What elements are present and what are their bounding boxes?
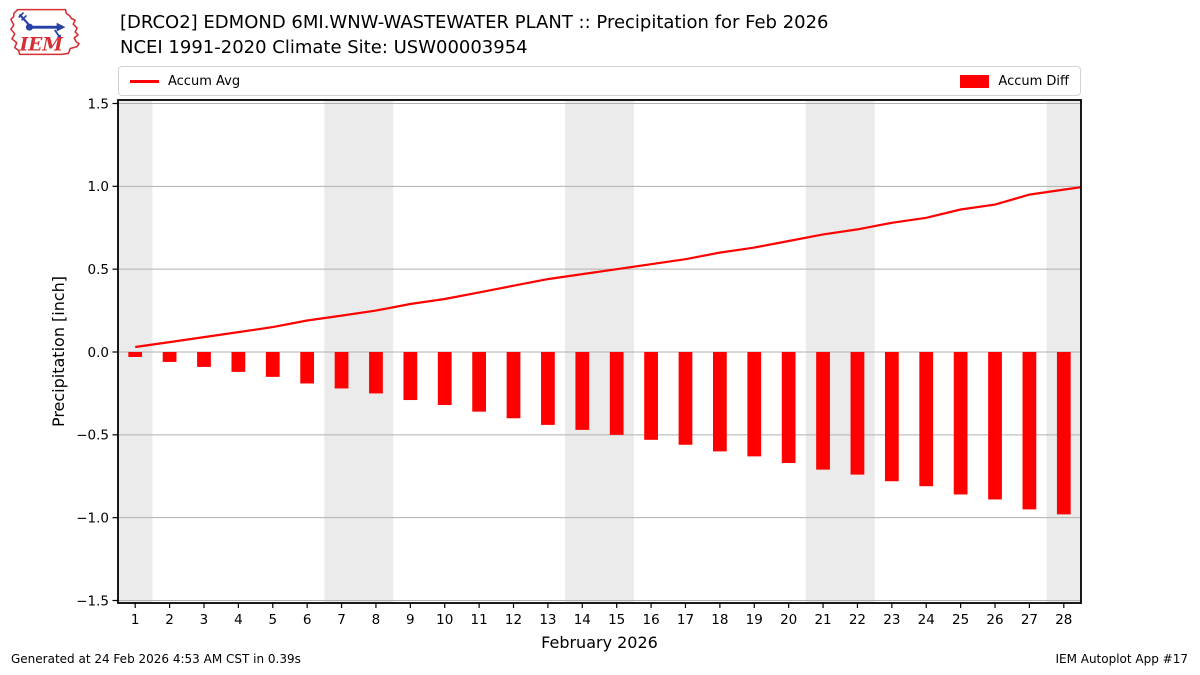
iem-logo-text: IEM (19, 35, 64, 56)
x-tick-label: 3 (200, 612, 209, 628)
x-tick-label: 11 (471, 612, 488, 628)
weathervane-icon (18, 11, 66, 40)
x-tick-label: 20 (780, 612, 797, 628)
accum-diff-bar (231, 352, 246, 372)
accum-diff-bar (541, 352, 555, 425)
y-tick-label: −0.5 (76, 428, 109, 444)
accum-diff-bar (128, 352, 143, 357)
x-tick-label: 12 (505, 612, 522, 628)
accum-diff-bar (506, 352, 521, 419)
accum-diff-bar (300, 352, 315, 384)
accum-diff-bar (884, 352, 899, 482)
y-axis-label: Precipitation [inch] (49, 276, 68, 427)
accum-diff-bar (712, 352, 727, 452)
y-tick-label: 0.5 (88, 262, 109, 278)
accum-diff-bar (816, 352, 830, 470)
x-tick-label: 6 (303, 612, 312, 628)
x-tick-label: 25 (952, 612, 969, 628)
x-tick-label: 1 (131, 612, 140, 628)
x-tick-label: 27 (1021, 612, 1038, 628)
accum-avg-label: Accum Avg (168, 73, 241, 89)
x-tick-label: 16 (642, 612, 659, 628)
x-tick-label: 9 (406, 612, 415, 628)
y-tick-label: 0.0 (88, 345, 109, 361)
accum-diff-bar (162, 352, 177, 362)
x-tick-label: 15 (608, 612, 625, 628)
accum-diff-bar (919, 352, 934, 487)
x-tick-label: 19 (746, 612, 763, 628)
accum-diff-bar (1056, 352, 1071, 515)
accum-diff-bar (953, 352, 968, 495)
x-axis-label: February 2026 (541, 633, 658, 652)
accum-diff-bar (678, 352, 693, 445)
app-credit: IEM Autoplot App #17 (1055, 652, 1188, 666)
x-tick-label: 28 (1055, 612, 1072, 628)
accum-diff-bar (609, 352, 624, 435)
accum-diff-bar (1022, 352, 1037, 510)
iowa-outline (10, 8, 80, 56)
x-tick-label: 5 (268, 612, 277, 628)
chart-title: [DRCO2] EDMOND 6MI.WNW-WASTEWATER PLANT … (120, 12, 829, 33)
accum-diff-bar (369, 352, 383, 394)
accum-diff-bar (334, 352, 349, 389)
accum-diff-bar (988, 352, 1002, 500)
accum-diff-bar (575, 352, 590, 430)
legend-item-accum-avg: Accum Avg (130, 74, 240, 89)
accum-diff-bar (197, 352, 211, 367)
y-tick-label: 1.0 (88, 179, 109, 195)
x-tick-label: 17 (677, 612, 694, 628)
accum-avg-line-swatch (130, 79, 159, 83)
y-tick-label: 1.5 (88, 96, 109, 112)
x-tick-label: 4 (234, 612, 243, 628)
x-tick-label: 21 (814, 612, 831, 628)
x-tick-label: 8 (372, 612, 381, 628)
legend: Accum Avg Accum Diff (118, 66, 1081, 96)
generated-timestamp: Generated at 24 Feb 2026 4:53 AM CST in … (11, 652, 301, 666)
x-tick-label: 18 (711, 612, 728, 628)
y-tick-label: −1.0 (76, 510, 109, 526)
accum-diff-bar (850, 352, 865, 475)
x-tick-label: 2 (165, 612, 174, 628)
x-tick-label: 10 (436, 612, 453, 628)
y-tick-label: −1.5 (76, 593, 109, 609)
accum-diff-bar-swatch (960, 74, 990, 88)
x-tick-label: 23 (883, 612, 900, 628)
iem-logo: IEM (10, 8, 80, 56)
accum-diff-bar (403, 352, 418, 401)
x-tick-label: 7 (337, 612, 346, 628)
legend-item-accum-diff: Accum Diff (960, 74, 1069, 89)
accum-diff-bar (265, 352, 280, 377)
x-tick-label: 14 (574, 612, 591, 628)
x-tick-label: 13 (539, 612, 556, 628)
accum-diff-label: Accum Diff (998, 73, 1069, 89)
x-tick-label: 26 (986, 612, 1003, 628)
x-tick-label: 24 (918, 612, 935, 628)
accum-diff-bar (472, 352, 487, 412)
accum-diff-bar (437, 352, 452, 406)
accum-diff-bar (644, 352, 658, 440)
x-tick-label: 22 (849, 612, 866, 628)
chart-subtitle: NCEI 1991-2020 Climate Site: USW00003954 (120, 37, 528, 58)
accum-diff-bar (747, 352, 762, 457)
accum-diff-bar (781, 352, 796, 463)
accum-avg-line (135, 186, 1082, 349)
